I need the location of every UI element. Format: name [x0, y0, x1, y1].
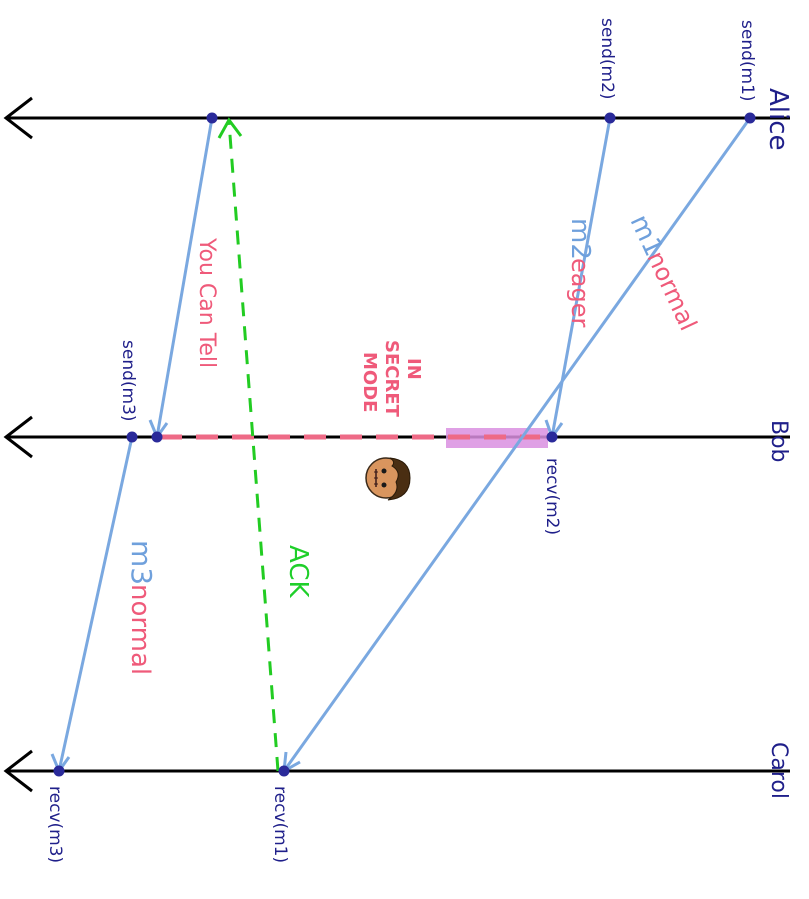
event-label-send-m1: send(m1) [737, 20, 757, 102]
annotation-secret-mode: IN SECRET MODE [359, 340, 424, 418]
event-dot-send-m3 [126, 431, 138, 443]
event-label-recv-m1: recv(m1) [270, 786, 290, 863]
message-label-m3: m3 normal [125, 540, 158, 675]
process-label-carol: Carol [766, 742, 791, 799]
face-icon [365, 457, 411, 501]
annotation-secret-line3: MODE [359, 352, 380, 412]
event-dot-recv-m1 [278, 765, 290, 777]
process-label-alice: Alice [763, 88, 793, 151]
annotation-secret-line2: SECRET [381, 340, 402, 418]
message-label-m1: m1 normal [624, 210, 703, 335]
annotation-ack: ACK [283, 545, 313, 598]
timeline-bob [3, 415, 790, 459]
event-dot-send-m2 [604, 112, 616, 124]
event-dot-recv-m3 [53, 765, 65, 777]
message-m3-arrow [50, 436, 134, 775]
event-dot-recv-m2 [546, 431, 558, 443]
message-m1-arrow [282, 117, 752, 774]
ack-arrow [217, 117, 280, 772]
event-label-send-m2: send(m2) [597, 18, 617, 100]
annotation-secret-line1: IN [403, 358, 424, 380]
annotation-you-can-tell: You Can Tell [194, 237, 219, 368]
timeline-carol [3, 749, 790, 793]
message-label-m2: m2 eager [565, 218, 595, 327]
process-label-bob: Bob [766, 420, 791, 463]
message-label-m2-name: m2 [565, 218, 595, 260]
message-label-m1-mode: normal [641, 247, 702, 335]
event-label-recv-m2: recv(m2) [542, 458, 562, 535]
event-label-recv-m3: recv(m3) [45, 786, 65, 863]
event-dot-alice-send [206, 112, 218, 124]
message-label-m3-name: m3 [125, 540, 158, 585]
event-dot-send-m1 [744, 112, 756, 124]
message-label-m3-mode: normal [125, 584, 155, 675]
timeline-alice [3, 96, 790, 140]
message-label-m2-mode: eager [566, 258, 594, 327]
event-label-send-m3: send(m3) [118, 340, 138, 422]
event-dot-bob-recv [151, 431, 163, 443]
